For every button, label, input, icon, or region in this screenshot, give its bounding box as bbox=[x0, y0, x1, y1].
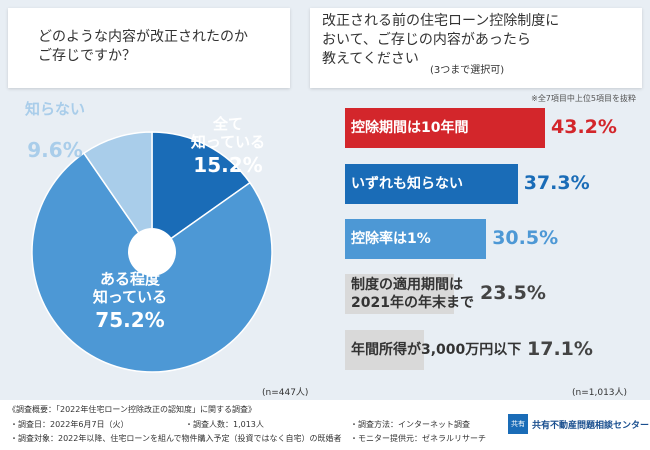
survey-heading: 《調査概要：「2022年住宅ローン控除改正の認知度」に関する調査》 bbox=[8, 405, 256, 414]
bar-label: いずれも知らない bbox=[351, 176, 463, 192]
slice-value: 75.2% bbox=[95, 308, 165, 332]
bar-label: 控除期間は10年間 bbox=[351, 120, 469, 136]
bar bbox=[345, 164, 518, 204]
survey-item: ・モニター提供元：ゼネラルリサーチ bbox=[350, 434, 486, 443]
bar-value: 37.3% bbox=[523, 172, 590, 194]
survey-item: ・調査日：2022年6月7日（火） bbox=[10, 420, 129, 429]
question-box bbox=[8, 8, 290, 88]
slice-label: 知らない bbox=[24, 100, 85, 118]
slice-label: ある程度 知っている bbox=[92, 270, 168, 306]
pie-slice bbox=[82, 131, 153, 255]
bar bbox=[345, 108, 546, 148]
slice-label: 全て 知っている bbox=[190, 115, 266, 151]
pie-note: (n=447人) bbox=[262, 388, 309, 398]
survey-item: ・調査人数：1,013人 bbox=[185, 420, 264, 429]
bar-value: 17.1% bbox=[527, 338, 593, 360]
bar-label: 年間所得が3,000万円以下 bbox=[351, 342, 522, 358]
pie-hole bbox=[128, 228, 176, 276]
logo-name: 共有不動産問題相談センター bbox=[532, 421, 650, 431]
bar-note: (n=1,013人) bbox=[572, 388, 628, 398]
survey-item: ・調査対象：2022年以降、住宅ローンを組んで物件購入予定（投資ではなく自宅）の… bbox=[10, 434, 342, 443]
pie-chart bbox=[31, 131, 273, 373]
survey-item: ・調査方法：インターネット調査 bbox=[350, 420, 470, 429]
logo-icon: 共有 bbox=[508, 414, 528, 434]
bar-value: 23.5% bbox=[480, 282, 546, 304]
bar-subtitle: (3つまで選択可) bbox=[430, 65, 505, 76]
bar-title: 改正される前の住宅ローン控除制度に おいて、ご存じの内容があったら 教えてくださ… bbox=[322, 13, 560, 67]
bar bbox=[345, 330, 425, 370]
pie-slice bbox=[151, 131, 252, 254]
bar-label: 制度の適用期間は 2021年の年末まで bbox=[351, 277, 474, 311]
bar-label: 控除率は1% bbox=[351, 231, 431, 247]
bar bbox=[345, 274, 454, 314]
annotation: ※全7項目中上位5項目を抜粋 bbox=[531, 94, 636, 103]
bar-value: 43.2% bbox=[551, 116, 617, 138]
bar bbox=[345, 219, 487, 259]
question-box bbox=[310, 8, 642, 88]
bar-value: 30.5% bbox=[492, 227, 559, 249]
slice-value: 15.2% bbox=[193, 153, 263, 177]
slice-value: 9.6% bbox=[27, 138, 83, 162]
footer bbox=[0, 400, 650, 450]
pie-title: どのような内容が改正されたのか ご存じですか？ bbox=[38, 29, 248, 64]
